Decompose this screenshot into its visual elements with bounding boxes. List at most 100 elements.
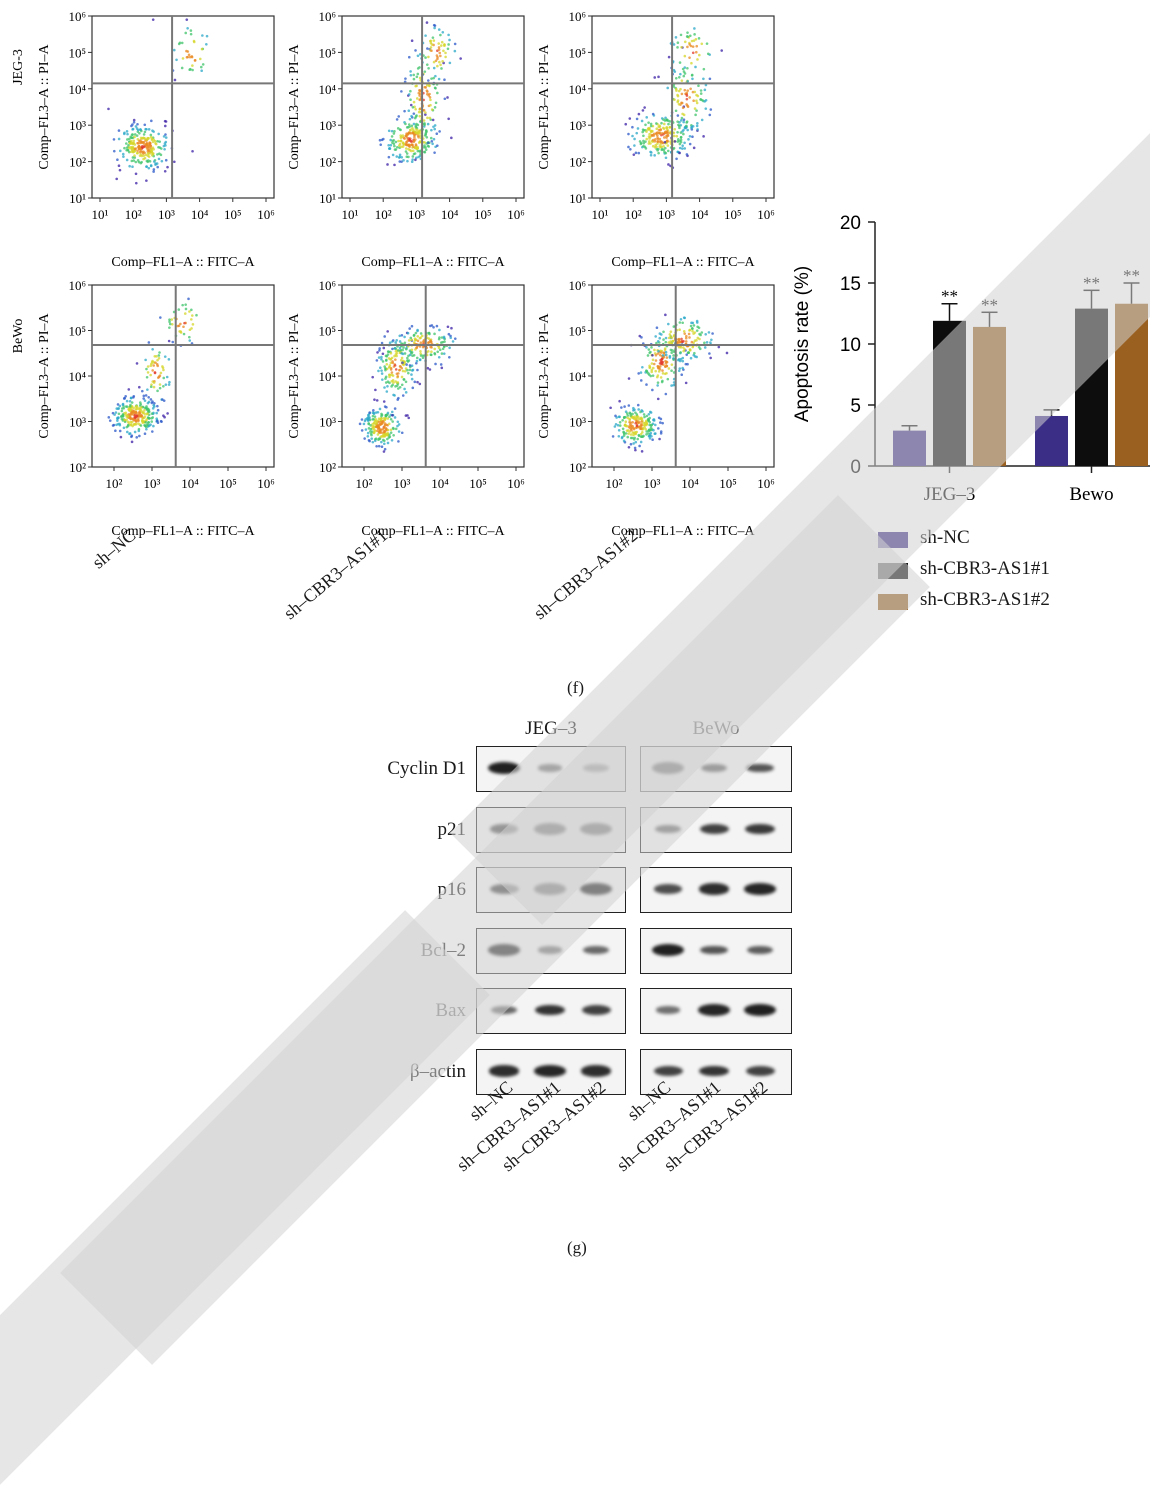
flow-event [153,371,157,375]
flow-event [403,109,406,113]
bar-y-tick-label: 0 [850,457,861,478]
flow-event [398,334,402,338]
flow-event [158,374,162,377]
flow-event [132,396,135,399]
flow-event [403,387,406,391]
flow-event [640,450,644,453]
flow-event [428,96,432,99]
flow-event [388,147,391,150]
flow-event [672,134,676,138]
flow-event [644,427,648,431]
flow-event [409,336,413,340]
flow-event [708,352,711,355]
flow-event [392,381,395,384]
flow-event [637,372,640,375]
flow-event [686,35,690,38]
flow-event [695,50,698,54]
flow-event [611,435,615,438]
flow-event [137,417,140,420]
flow-event [407,155,410,159]
flow-event [695,355,698,359]
flow-event [440,336,444,339]
flow-event [415,75,419,79]
flow-event [400,334,404,337]
flow-event [380,341,384,345]
flow-event [644,123,647,127]
x-tick-label: 10² [375,207,392,222]
flow-event [626,416,630,420]
flow-event [147,152,151,155]
flow-event [412,122,416,126]
flow-event [397,115,401,118]
flow-event [704,98,708,102]
flow-event [689,356,693,360]
flow-event [114,429,117,432]
y-tick-label: 10⁴ [68,369,86,384]
flow-event [683,126,687,130]
flow-event [168,380,171,384]
flow-event [686,128,689,132]
flow-event [665,126,669,129]
legend-label-sh-nc: sh-NC [920,527,970,548]
flow-event [161,365,164,368]
flow-event [447,33,450,37]
flow-event [406,331,410,335]
flow-event [181,57,185,60]
flow-event [642,413,646,416]
flow-event [162,399,166,402]
flow-event [664,340,668,344]
flow-event [122,397,126,400]
y-tick-label: 10⁶ [68,9,86,24]
flow-event [678,139,681,143]
flow-event [158,383,162,386]
flow-event [384,367,387,370]
flow-event [391,420,394,423]
flow-event [657,427,660,430]
flow-event [637,425,641,429]
flow-event [402,378,406,381]
flow-event [425,84,429,87]
flow-event [120,409,124,413]
flow-event [689,44,693,48]
flow-event [384,375,388,379]
flow-event [380,372,384,375]
flow-event [657,370,661,373]
x-tick-label: 10⁴ [431,476,449,491]
flow-event [426,90,429,93]
flow-event [680,79,684,82]
flow-event [441,347,445,351]
wb-band [580,823,612,835]
flow-event [128,137,131,141]
flow-event [427,79,430,82]
flow-event [373,398,376,401]
flow-event [661,147,664,151]
flow-event [609,406,612,410]
flow-event [401,352,405,356]
flow-event [687,351,690,354]
flow-event [403,341,407,345]
flow-event [191,68,194,72]
flow-event [117,129,121,132]
flow-event [625,412,629,415]
wb-band [700,763,728,773]
flow-event [433,151,436,154]
flow-event [423,134,427,137]
flow-event [648,364,651,368]
flow-event [678,359,682,363]
flow-event [132,120,136,124]
flow-event [137,385,141,389]
flow-event [651,388,654,392]
flow-event [649,124,653,128]
flow-event [702,135,705,138]
flow-event [684,381,688,385]
flow-event [395,354,398,358]
flow-event [129,135,133,139]
flow-event [121,152,125,156]
wb-band [698,1004,730,1016]
flow-event [118,404,122,408]
flow-event [434,101,438,105]
flow-event [691,51,695,55]
flow-event [685,334,688,338]
flow-event [187,297,190,301]
flow-event [658,336,662,340]
